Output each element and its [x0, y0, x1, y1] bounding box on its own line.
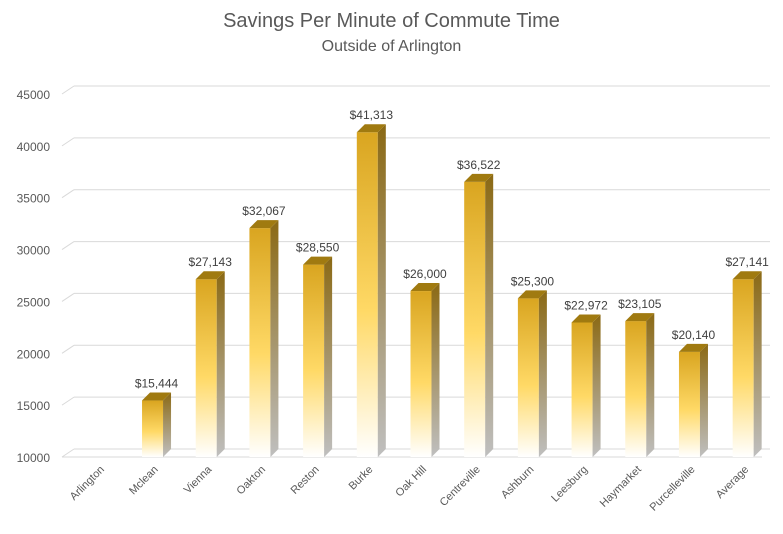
- bar-top: [195, 271, 225, 280]
- bar-front: [195, 279, 217, 457]
- bar-top: [303, 256, 333, 265]
- x-tick-label: Centreville: [438, 464, 483, 509]
- x-tick-label: Burke: [347, 464, 376, 493]
- bar-front: [356, 132, 378, 458]
- bar-front: [678, 351, 700, 457]
- gridline-depth: [61, 448, 75, 458]
- bar-top: [732, 271, 762, 280]
- bar-front: [410, 291, 432, 457]
- x-tick-label: Leesburg: [549, 464, 590, 505]
- gridline-depth: [61, 396, 75, 406]
- data-label: $27,143: [189, 255, 233, 269]
- bar-front: [571, 322, 593, 457]
- data-label: $25,300: [511, 274, 555, 288]
- chart-title: Savings Per Minute of Commute Time: [223, 10, 560, 32]
- data-label: $41,313: [350, 108, 394, 122]
- bar-side: [324, 256, 333, 457]
- bar-top: [356, 124, 386, 133]
- bar-front: [625, 321, 647, 457]
- bar-side: [163, 392, 172, 457]
- gridline-depth: [61, 189, 75, 199]
- bar-front: [249, 228, 271, 457]
- data-label: $15,444: [135, 377, 179, 391]
- bar-side: [592, 314, 601, 457]
- data-label: $22,972: [564, 298, 608, 312]
- bar-side: [538, 290, 547, 457]
- x-tick-label: Purcelleville: [648, 464, 698, 514]
- x-tick-label: Oakton: [234, 464, 268, 498]
- bar-side: [431, 283, 440, 457]
- y-tick-label: 15000: [17, 399, 51, 413]
- x-tick-label: Arlington: [68, 464, 107, 503]
- y-tick-label: 40000: [17, 140, 51, 154]
- data-label: $32,067: [242, 204, 286, 218]
- data-label: $26,000: [403, 267, 447, 281]
- bar-side: [646, 313, 655, 457]
- bar-side: [216, 271, 225, 457]
- bar-front: [732, 279, 754, 457]
- data-label: $36,522: [457, 158, 501, 172]
- data-label: $20,140: [672, 328, 716, 342]
- gridline-depth: [61, 85, 75, 95]
- gridline-depth: [61, 241, 75, 250]
- x-tick-label: Average: [714, 464, 751, 501]
- bar-top: [464, 173, 494, 182]
- x-tick-label: Mclean: [127, 464, 161, 498]
- y-tick-label: 25000: [17, 295, 51, 309]
- y-tick-label: 30000: [17, 244, 51, 258]
- x-tick-label: Vienna: [182, 463, 215, 496]
- bar-front: [464, 181, 486, 458]
- x-tick-label: Haymarket: [598, 464, 644, 510]
- bar-front: [303, 264, 325, 457]
- chart-subtitle: Outside of Arlington: [321, 38, 462, 55]
- bar-top: [249, 220, 279, 229]
- bar-top: [142, 392, 172, 401]
- bar-side: [753, 271, 762, 457]
- y-tick-label: 20000: [17, 347, 51, 361]
- x-tick-label: Oak Hill: [393, 464, 429, 500]
- y-tick-label: 35000: [17, 192, 51, 206]
- bar-side: [485, 173, 494, 458]
- data-label: $23,105: [618, 297, 662, 311]
- data-label: $28,550: [296, 241, 340, 255]
- bar-top: [517, 290, 547, 299]
- x-tick-label: Ashburn: [499, 464, 536, 501]
- bar-side: [270, 220, 279, 457]
- y-tick-label: 10000: [17, 451, 51, 465]
- gridline-depth: [61, 293, 75, 302]
- bar-top: [625, 313, 655, 322]
- bar-top: [678, 343, 708, 352]
- gridline-depth: [61, 137, 75, 147]
- bar-front: [517, 298, 539, 457]
- bar-front: [142, 400, 164, 457]
- data-label: $27,141: [725, 255, 769, 269]
- bar-side: [699, 343, 708, 457]
- bar-side: [377, 124, 386, 458]
- gridline-depth: [61, 344, 75, 354]
- x-tick-label: Reston: [289, 464, 322, 497]
- bar-top: [410, 283, 440, 292]
- bar-top: [571, 314, 601, 323]
- y-tick-label: 45000: [17, 88, 51, 102]
